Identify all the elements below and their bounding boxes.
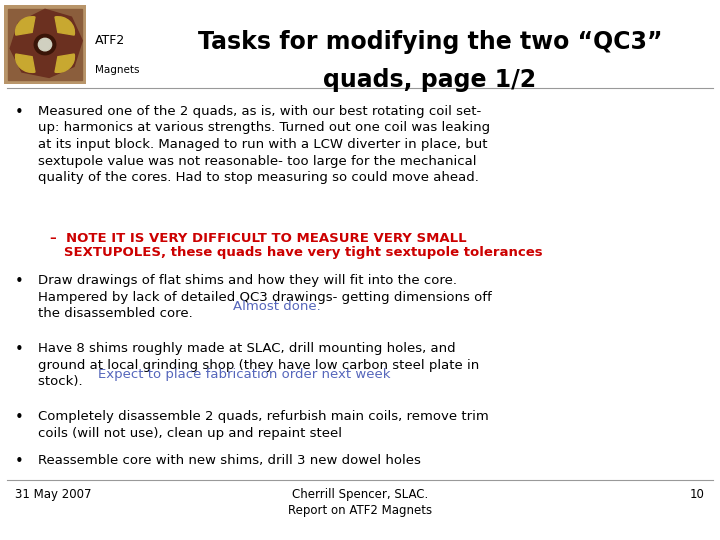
Text: Reassemble core with new shims, drill 3 new dowel holes: Reassemble core with new shims, drill 3 …: [38, 454, 421, 467]
Circle shape: [38, 38, 52, 51]
Text: quads, page 1/2: quads, page 1/2: [323, 68, 536, 92]
Text: SEXTUPOLES, these quads have very tight sextupole tolerances: SEXTUPOLES, these quads have very tight …: [50, 246, 543, 259]
Text: 10: 10: [690, 488, 705, 501]
Text: Draw drawings of flat shims and how they will fit into the core.
Hampered by lac: Draw drawings of flat shims and how they…: [38, 274, 492, 320]
Text: Have 8 shims roughly made at SLAC, drill mounting holes, and
ground at local gri: Have 8 shims roughly made at SLAC, drill…: [38, 342, 480, 388]
Text: –  NOTE IT IS VERY DIFFICULT TO MEASURE VERY SMALL: – NOTE IT IS VERY DIFFICULT TO MEASURE V…: [50, 232, 467, 245]
Text: 31 May 2007: 31 May 2007: [15, 488, 91, 501]
Wedge shape: [55, 54, 74, 72]
Text: Measured one of the 2 quads, as is, with our best rotating coil set-
up: harmoni: Measured one of the 2 quads, as is, with…: [38, 105, 490, 184]
Text: Completely disassemble 2 quads, refurbish main coils, remove trim
coils (will no: Completely disassemble 2 quads, refurbis…: [38, 410, 489, 440]
Text: ATF2: ATF2: [95, 33, 125, 46]
Text: Tasks for modifying the two “QC3”: Tasks for modifying the two “QC3”: [198, 30, 662, 54]
Wedge shape: [16, 54, 35, 72]
Text: Almost done.: Almost done.: [233, 300, 320, 313]
Text: •: •: [15, 342, 24, 357]
Text: Expect to place fabrication order next week: Expect to place fabrication order next w…: [98, 368, 390, 381]
Circle shape: [35, 35, 55, 55]
Text: •: •: [15, 454, 24, 469]
Text: •: •: [15, 274, 24, 289]
Polygon shape: [10, 9, 82, 77]
Wedge shape: [55, 17, 74, 35]
Text: •: •: [15, 105, 24, 120]
Text: Magnets: Magnets: [95, 65, 140, 75]
Text: Cherrill Spencer, SLAC.
Report on ATF2 Magnets: Cherrill Spencer, SLAC. Report on ATF2 M…: [288, 488, 432, 517]
Text: •: •: [15, 410, 24, 425]
Wedge shape: [16, 17, 35, 35]
